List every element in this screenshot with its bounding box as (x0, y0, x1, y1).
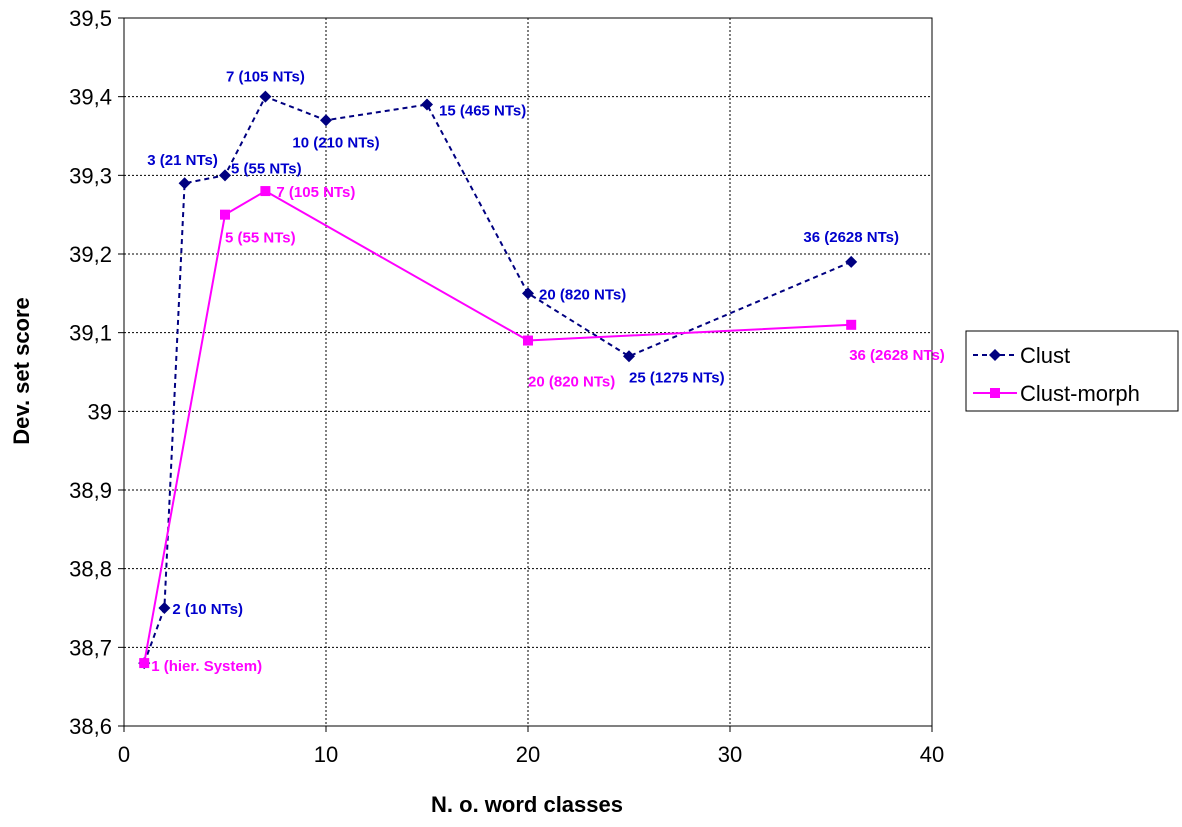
clust-point (522, 287, 534, 300)
clust-point (259, 90, 272, 103)
data-label: 1 (hier. System) (151, 658, 262, 675)
clust-point (320, 114, 332, 127)
y-tick-label: 39,2 (69, 242, 112, 267)
y-tick-label: 38,6 (69, 714, 112, 739)
series-layer (138, 90, 858, 670)
legend-clust-morph-label: Clust-morph (1020, 381, 1140, 406)
y-tick-label: 39,3 (69, 163, 112, 188)
x-tick-label: 40 (920, 742, 944, 767)
grid-layer (123, 17, 933, 727)
series-line-clust (143, 95, 852, 664)
data-label: 25 (1275 NTs) (629, 369, 725, 386)
data-label: 20 (820 NTs) (528, 374, 615, 391)
data-label: 3 (21 NTs) (147, 152, 218, 169)
data-label: 10 (210 NTs) (292, 134, 379, 151)
y-tick-label: 39,4 (69, 85, 112, 110)
clust-point (219, 169, 231, 182)
legend-clust-morph-marker (990, 388, 1000, 398)
data-label: 15 (465 NTs) (439, 103, 526, 120)
legend-box (965, 330, 1179, 412)
y-tick-label: 39 (88, 399, 112, 424)
y-tick-label: 39,5 (69, 6, 112, 31)
clust-point (421, 98, 433, 111)
x-tick-label: 0 (118, 742, 130, 767)
point-labels-layer: 2 (10 NTs) 3 (21 NTs) 5 (55 NTs) 7 (105 NTs… (147, 69, 944, 675)
data-label: 7 (105 NTs) (276, 184, 355, 201)
clust-point (845, 255, 858, 268)
data-label: 7 (105 NTs) (226, 69, 305, 86)
clust-point (623, 350, 635, 363)
data-label: 36 (2628 NTs) (849, 347, 945, 364)
y-tick-label: 38,9 (69, 478, 112, 503)
clust-morph-point (220, 209, 230, 220)
clust-point (158, 602, 171, 614)
data-label: 2 (10 NTs) (172, 601, 243, 618)
x-axis-title: N. o. word classes (431, 792, 623, 817)
y-tick-label: 38,7 (69, 635, 112, 660)
data-label: 20 (820 NTs) (539, 286, 626, 303)
clust-morph-point (139, 658, 150, 669)
x-tick-label: 10 (314, 742, 338, 767)
legend-clust-marker (989, 349, 1001, 361)
clust-point (178, 177, 191, 190)
clust-morph-point (846, 319, 857, 330)
axes-layer: 38,6 38,7 38,8 38,9 39 39,1 39,2 39,3 39,4 39,5 0 1… (69, 6, 944, 767)
y-tick-label: 39,1 (69, 321, 112, 346)
y-axis-title: Dev. set score (9, 297, 34, 445)
x-tick-label: 20 (516, 742, 540, 767)
data-label: 36 (2628 NTs) (803, 229, 899, 246)
x-tick-label: 30 (718, 742, 742, 767)
data-label: 5 (55 NTs) (231, 160, 302, 177)
clust-morph-point (523, 335, 533, 346)
y-tick-label: 38,8 (69, 557, 112, 582)
legend-clust-label: Clust (1020, 343, 1070, 368)
legend: Clust Clust-morph (965, 330, 1179, 412)
data-label: 5 (55 NTs) (225, 230, 296, 247)
clust-morph-point (260, 186, 271, 197)
